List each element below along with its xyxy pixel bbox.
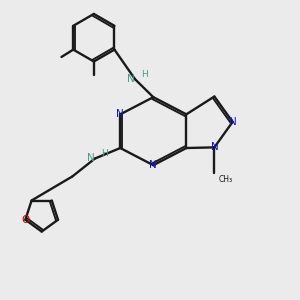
Text: N: N	[116, 109, 124, 119]
Text: H: H	[141, 70, 148, 79]
Text: H: H	[101, 149, 107, 158]
Text: N: N	[127, 74, 135, 84]
Text: N: N	[229, 117, 236, 127]
Text: N: N	[149, 160, 157, 170]
Text: CH₃: CH₃	[219, 175, 233, 184]
Text: N: N	[87, 153, 95, 163]
Text: N: N	[211, 142, 218, 152]
Text: O: O	[21, 215, 29, 225]
